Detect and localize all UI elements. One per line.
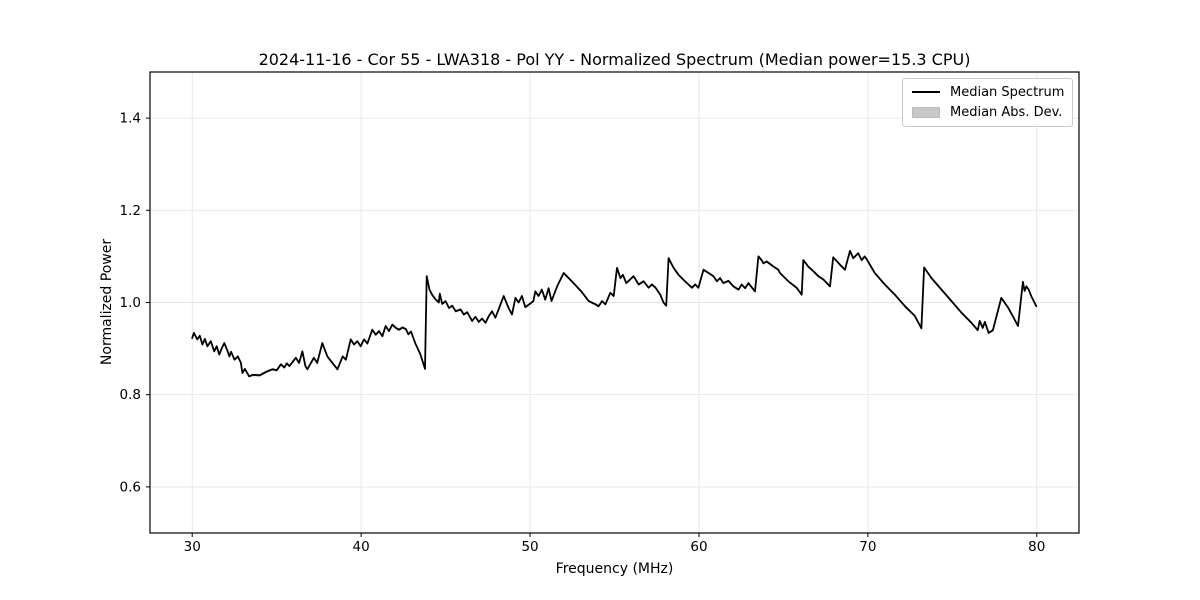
y-tick-label: 0.6 [120, 479, 141, 495]
legend-line-swatch-icon [912, 91, 940, 93]
chart-title: 2024-11-16 - Cor 55 - LWA318 - Pol YY - … [258, 50, 971, 69]
legend-patch-swatch-icon [912, 106, 940, 118]
x-tick-label: 50 [521, 539, 538, 555]
legend-item-median-spectrum: Median Spectrum [912, 84, 1065, 100]
legend: Median Spectrum Median Abs. Dev. [902, 78, 1073, 127]
y-tick-label: 1.0 [120, 295, 141, 311]
x-tick-label: 60 [690, 539, 707, 555]
x-tick-label: 80 [1028, 539, 1045, 555]
y-axis-label: Normalized Power [99, 238, 115, 366]
legend-label: Median Abs. Dev. [950, 104, 1063, 120]
x-tick-label: 40 [353, 539, 370, 555]
y-tick-label: 0.8 [120, 387, 141, 403]
median-spectrum-line [191, 249, 1038, 378]
y-tick-label: 1.2 [120, 203, 141, 219]
x-tick-label: 70 [859, 539, 876, 555]
legend-item-median-abs-dev: Median Abs. Dev. [912, 104, 1063, 120]
x-axis-label: Frequency (MHz) [555, 561, 674, 577]
y-tick-label: 1.4 [120, 111, 141, 127]
legend-label: Median Spectrum [950, 84, 1065, 100]
x-tick-label: 30 [184, 539, 201, 555]
